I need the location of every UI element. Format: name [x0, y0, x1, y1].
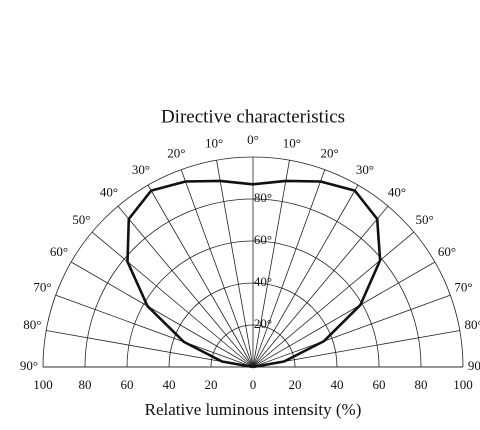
grid-radial — [55, 294, 254, 368]
angle-label: 80° — [23, 317, 41, 332]
angle-label: 60° — [438, 244, 456, 259]
r-tick-label: 0 — [250, 377, 257, 392]
angle-label: 90° — [468, 358, 480, 373]
r-tick-label: 40 — [163, 377, 176, 392]
r-tick-label: 20 — [289, 377, 302, 392]
intensity-curve — [126, 179, 382, 369]
angle-label: 0° — [247, 132, 259, 147]
grid-radial — [252, 231, 415, 368]
angle-label: 10° — [205, 135, 223, 150]
grid-radial — [252, 160, 290, 368]
ring-label: 60° — [254, 232, 272, 247]
angle-label: 80° — [464, 317, 480, 332]
ring-label: 40° — [254, 274, 272, 289]
angle-label: 40° — [388, 184, 406, 199]
r-tick-label: 100 — [33, 377, 53, 392]
angle-label: 60° — [50, 244, 68, 259]
chart-title: Directive characteristics — [161, 106, 345, 127]
ring-label: 20° — [254, 316, 272, 331]
r-tick-label: 60 — [373, 377, 386, 392]
angle-label: 30° — [356, 162, 374, 177]
r-tick-label: 40 — [331, 377, 344, 392]
r-tick-label: 100 — [453, 377, 473, 392]
r-tick-label: 20 — [205, 377, 218, 392]
angle-label: 70° — [454, 279, 472, 294]
angle-label: 40° — [100, 184, 118, 199]
r-tick-label: 60 — [121, 377, 134, 392]
angle-label: 20° — [321, 145, 339, 160]
grid-radial — [91, 231, 254, 368]
grid-radial — [252, 294, 451, 368]
grid-radial — [147, 184, 254, 368]
r-tick-label: 80 — [415, 377, 428, 392]
grid-radial — [252, 261, 436, 368]
x-axis-label: Relative luminous intensity (%) — [145, 400, 362, 419]
r-tick-label: 80 — [79, 377, 92, 392]
grid-radial — [70, 261, 254, 368]
angle-label: 50° — [72, 212, 90, 227]
angle-label: 30° — [132, 162, 150, 177]
ring-label: 80° — [254, 190, 272, 205]
angle-label: 10° — [283, 135, 301, 150]
grid-radial — [252, 169, 326, 368]
grid-radial — [216, 160, 254, 368]
grid-radial — [180, 169, 254, 368]
angle-label: 20° — [167, 145, 185, 160]
grid-radial — [252, 205, 389, 368]
angle-label: 70° — [33, 279, 51, 294]
angle-label: 50° — [415, 212, 433, 227]
grid-radial — [117, 205, 254, 368]
grid-radial — [252, 184, 359, 368]
angle-label: 90° — [20, 358, 38, 373]
